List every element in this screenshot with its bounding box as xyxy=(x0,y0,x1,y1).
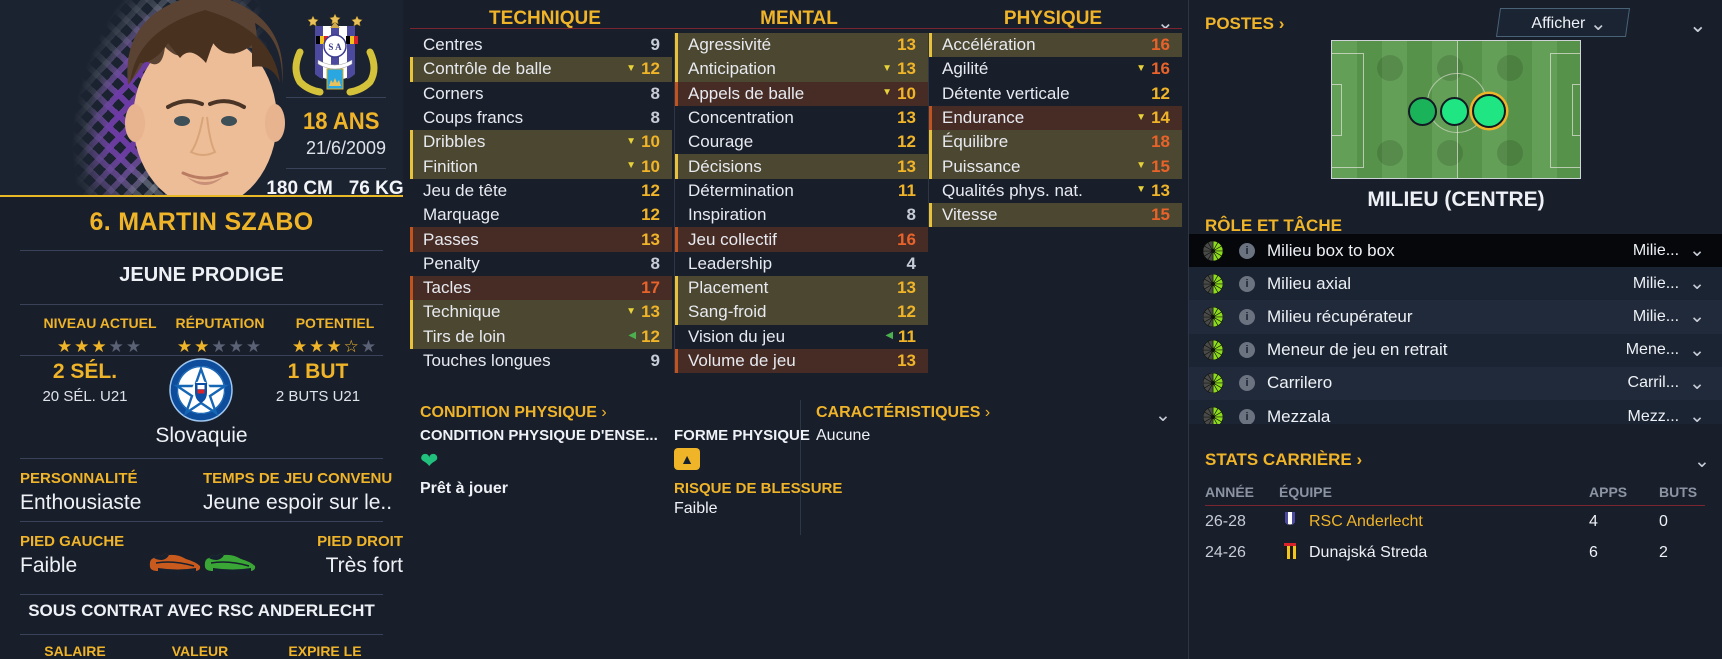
svg-text:S A: S A xyxy=(328,42,342,52)
